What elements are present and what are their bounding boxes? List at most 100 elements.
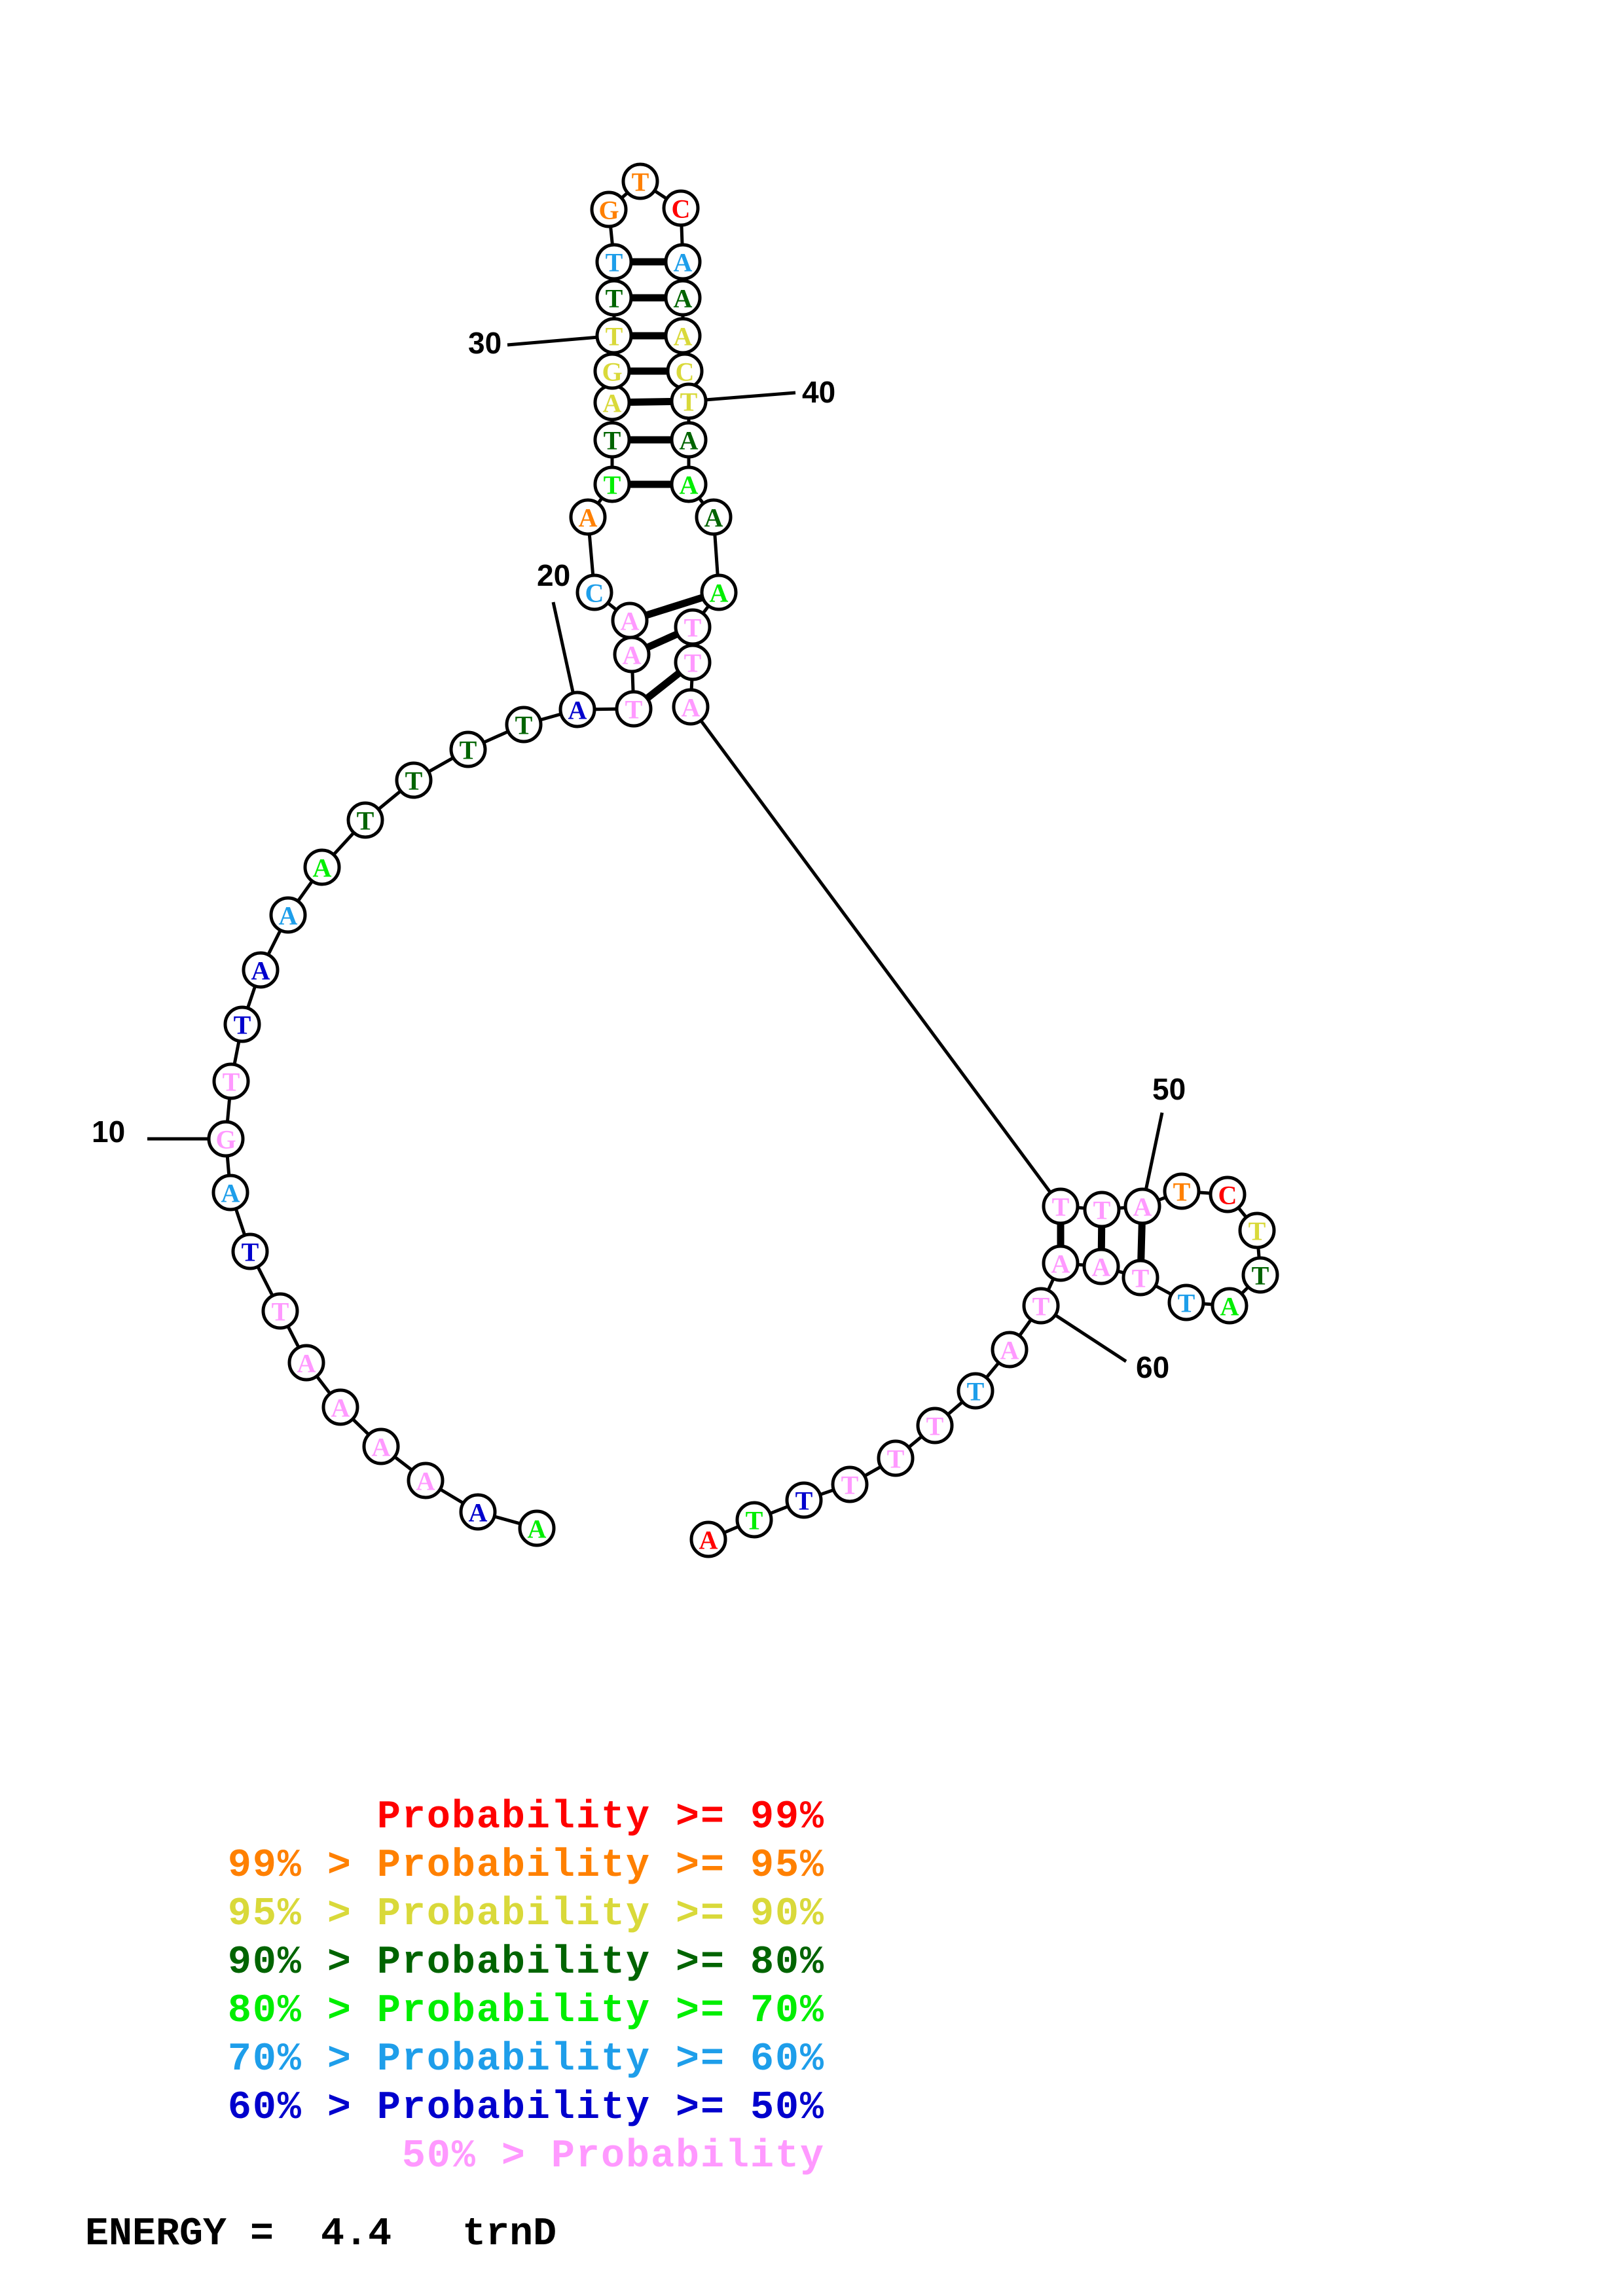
base-letter: A [1133, 1193, 1152, 1222]
backbone-segment [494, 1515, 521, 1526]
legend-row-1: 99% > Probability >= 95% [227, 1844, 825, 1888]
base-letter: G [598, 196, 619, 225]
probability-legend: Probability >= 99% 99% > Probability >= 9… [0, 1793, 1623, 2181]
base-node-34: T [621, 162, 659, 200]
base-circle [395, 761, 433, 799]
backbone-segment [332, 831, 356, 856]
base-node-28: A [593, 384, 631, 422]
backbone-segment [769, 1505, 789, 1515]
base-letter: T [606, 248, 623, 278]
backbone-segment [630, 671, 635, 692]
base-circle [223, 1005, 261, 1043]
base-node-55: A [1211, 1287, 1249, 1325]
base-circle [670, 382, 708, 420]
base-letter: A [674, 248, 693, 278]
backbone-segment [907, 1435, 923, 1449]
base-letter: T [606, 284, 623, 314]
base-node-10: G [207, 1120, 245, 1158]
backbone-segment [225, 1155, 231, 1176]
base-node-50: A [1123, 1187, 1161, 1225]
base-circle [831, 1465, 869, 1503]
base-pair-bond [645, 594, 704, 619]
base-circle [877, 1439, 915, 1477]
position-label: 50 [1152, 1072, 1186, 1106]
base-pair-bond [1137, 1223, 1146, 1261]
base-letter: T [632, 168, 649, 197]
base-node-2: A [459, 1493, 497, 1531]
base-node-36: A [664, 243, 702, 281]
base-circle [518, 1509, 556, 1547]
base-letter: A [372, 1433, 391, 1462]
base-circle [595, 317, 633, 355]
base-node-61: A [991, 1331, 1029, 1369]
base-circle [362, 1427, 400, 1465]
base-circle [590, 190, 628, 228]
base-letter: T [1178, 1289, 1195, 1318]
base-circle [595, 279, 633, 317]
base-letter: T [1032, 1292, 1050, 1321]
backbone-segment [864, 1465, 882, 1478]
base-letter: T [887, 1444, 905, 1474]
base-circle [957, 1372, 994, 1410]
base-circle [1241, 1256, 1279, 1294]
base-letter: C [672, 194, 691, 224]
base-letter: T [606, 322, 623, 351]
base-node-25: A [569, 498, 607, 536]
base-node-12: T [223, 1005, 261, 1043]
base-circle [593, 421, 631, 459]
base-node-1: A [518, 1509, 556, 1547]
base-letter: A [682, 693, 701, 723]
base-letter: T [684, 613, 702, 643]
base-letter: C [1218, 1181, 1237, 1210]
base-circle [459, 1493, 497, 1531]
base-circle [1122, 1259, 1159, 1297]
base-node-30: T [595, 317, 633, 355]
base-circle [672, 688, 710, 726]
backbone-segment [297, 880, 314, 903]
base-node-48: T [1042, 1187, 1080, 1225]
legend-row-2: 95% > Probability >= 90% [227, 1892, 825, 1937]
base-letter: T [625, 695, 643, 725]
base-circle [785, 1481, 823, 1519]
base-node-26: T [593, 465, 631, 503]
base-letter: T [234, 1011, 251, 1040]
base-node-20: A [558, 691, 596, 728]
base-node-21: T [615, 690, 653, 728]
base-letter: A [680, 426, 699, 456]
base-node-27: T [593, 421, 631, 459]
backbone-chain [225, 189, 1261, 1535]
base-letter: A [704, 503, 723, 533]
base-letter: A [603, 389, 622, 418]
base-circle [1211, 1287, 1249, 1325]
base-letter: T [1132, 1264, 1150, 1293]
base-letter: T [515, 711, 533, 740]
base-node-17: T [395, 761, 433, 799]
position-label: 30 [468, 326, 501, 360]
position-label: 20 [537, 558, 570, 592]
backbone-segment [1256, 1247, 1261, 1259]
base-circle [621, 162, 659, 200]
base-letter: A [579, 503, 598, 533]
energy-label: ENERGY = 4.4 trnD [85, 2212, 557, 2257]
base-node-52: C [1209, 1175, 1247, 1213]
base-circle [575, 573, 613, 611]
base-letter: G [602, 357, 622, 387]
base-letter: A [279, 901, 298, 931]
position-label: 10 [92, 1115, 125, 1149]
base-node-44: A [700, 573, 738, 611]
base-letter: T [1249, 1217, 1266, 1246]
backbone-segment [266, 929, 282, 956]
backbone-segment [699, 719, 1052, 1194]
base-circle [269, 896, 307, 934]
base-circle [207, 1120, 245, 1158]
base-node-39: C [666, 352, 704, 390]
base-node-45: T [674, 608, 712, 646]
base-node-58: A [1082, 1247, 1120, 1285]
base-letter: T [405, 766, 423, 796]
base-circle [242, 951, 280, 989]
base-letter: T [242, 1238, 259, 1267]
base-node-40: T [670, 382, 708, 420]
base-node-4: A [362, 1427, 400, 1465]
base-letter: A [674, 322, 693, 351]
